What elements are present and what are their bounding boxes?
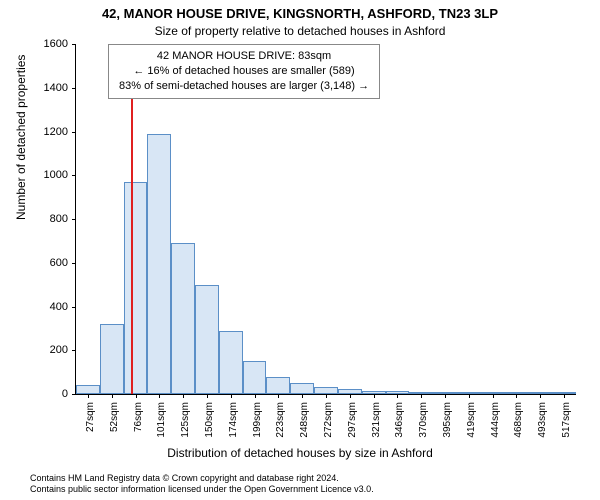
y-tick-mark	[72, 307, 76, 308]
x-tick-label: 223sqm	[275, 402, 286, 438]
x-tick-mark	[350, 394, 351, 398]
x-tick-label: 52sqm	[109, 402, 120, 432]
x-tick-label: 395sqm	[442, 402, 453, 438]
x-tick-label: 125sqm	[180, 402, 191, 438]
x-tick-mark	[493, 394, 494, 398]
x-tick-label: 370sqm	[418, 402, 429, 438]
histogram-bar	[243, 361, 267, 394]
y-tick-mark	[72, 263, 76, 264]
histogram-bar	[266, 377, 290, 395]
y-tick-label: 400	[28, 301, 68, 313]
x-tick-mark	[112, 394, 113, 398]
y-tick-mark	[72, 88, 76, 89]
info-line-3: 83% of semi-detached houses are larger (…	[119, 79, 369, 94]
y-tick-label: 1200	[28, 126, 68, 138]
histogram-bar	[100, 324, 124, 394]
x-tick-mark	[469, 394, 470, 398]
x-tick-label: 76sqm	[133, 402, 144, 432]
histogram-bar	[219, 331, 243, 394]
histogram-bar	[195, 285, 219, 394]
x-tick-label: 174sqm	[228, 402, 239, 438]
y-tick-label: 0	[28, 388, 68, 400]
x-tick-mark	[445, 394, 446, 398]
x-tick-mark	[278, 394, 279, 398]
y-tick-mark	[72, 175, 76, 176]
x-tick-mark	[564, 394, 565, 398]
x-axis-label: Distribution of detached houses by size …	[0, 446, 600, 460]
x-tick-mark	[88, 394, 89, 398]
footer-attribution: Contains HM Land Registry data © Crown c…	[30, 473, 374, 496]
y-tick-label: 200	[28, 344, 68, 356]
histogram-bar	[171, 243, 195, 394]
y-axis-label: Number of detached properties	[14, 55, 28, 220]
y-tick-mark	[72, 132, 76, 133]
info-line-2: ← 16% of detached houses are smaller (58…	[119, 64, 369, 79]
x-tick-mark	[421, 394, 422, 398]
x-tick-label: 468sqm	[513, 402, 524, 438]
x-tick-label: 517sqm	[561, 402, 572, 438]
x-tick-label: 199sqm	[252, 402, 263, 438]
chart-title-main: 42, MANOR HOUSE DRIVE, KINGSNORTH, ASHFO…	[0, 6, 600, 21]
x-tick-mark	[374, 394, 375, 398]
histogram-bar	[290, 383, 314, 394]
x-tick-mark	[136, 394, 137, 398]
x-tick-label: 272sqm	[323, 402, 334, 438]
y-tick-label: 800	[28, 213, 68, 225]
footer-line-1: Contains HM Land Registry data © Crown c…	[30, 473, 374, 485]
x-tick-mark	[540, 394, 541, 398]
y-tick-label: 1400	[28, 82, 68, 94]
x-tick-mark	[516, 394, 517, 398]
property-info-box: 42 MANOR HOUSE DRIVE: 83sqm ← 16% of det…	[108, 44, 380, 99]
x-tick-mark	[302, 394, 303, 398]
x-tick-label: 248sqm	[299, 402, 310, 438]
info-line-1: 42 MANOR HOUSE DRIVE: 83sqm	[119, 49, 369, 64]
histogram-bar	[76, 385, 100, 394]
y-tick-label: 1600	[28, 38, 68, 50]
x-tick-label: 444sqm	[490, 402, 501, 438]
x-tick-mark	[183, 394, 184, 398]
x-tick-mark	[255, 394, 256, 398]
x-tick-label: 101sqm	[156, 402, 167, 438]
y-tick-label: 1000	[28, 169, 68, 181]
histogram-bar	[147, 134, 171, 394]
x-tick-mark	[397, 394, 398, 398]
x-tick-mark	[326, 394, 327, 398]
y-tick-mark	[72, 350, 76, 351]
x-tick-label: 346sqm	[394, 402, 405, 438]
chart-title-sub: Size of property relative to detached ho…	[0, 24, 600, 38]
x-tick-label: 27sqm	[85, 402, 96, 432]
histogram-bar	[124, 182, 148, 394]
y-tick-mark	[72, 219, 76, 220]
x-tick-mark	[231, 394, 232, 398]
x-tick-label: 419sqm	[466, 402, 477, 438]
chart-container: 42, MANOR HOUSE DRIVE, KINGSNORTH, ASHFO…	[0, 0, 600, 500]
x-tick-label: 321sqm	[371, 402, 382, 438]
y-tick-mark	[72, 394, 76, 395]
x-tick-mark	[159, 394, 160, 398]
footer-line-2: Contains public sector information licen…	[30, 484, 374, 496]
x-tick-label: 297sqm	[347, 402, 358, 438]
x-tick-label: 493sqm	[537, 402, 548, 438]
x-tick-mark	[207, 394, 208, 398]
x-tick-label: 150sqm	[204, 402, 215, 438]
y-tick-mark	[72, 44, 76, 45]
y-tick-label: 600	[28, 257, 68, 269]
